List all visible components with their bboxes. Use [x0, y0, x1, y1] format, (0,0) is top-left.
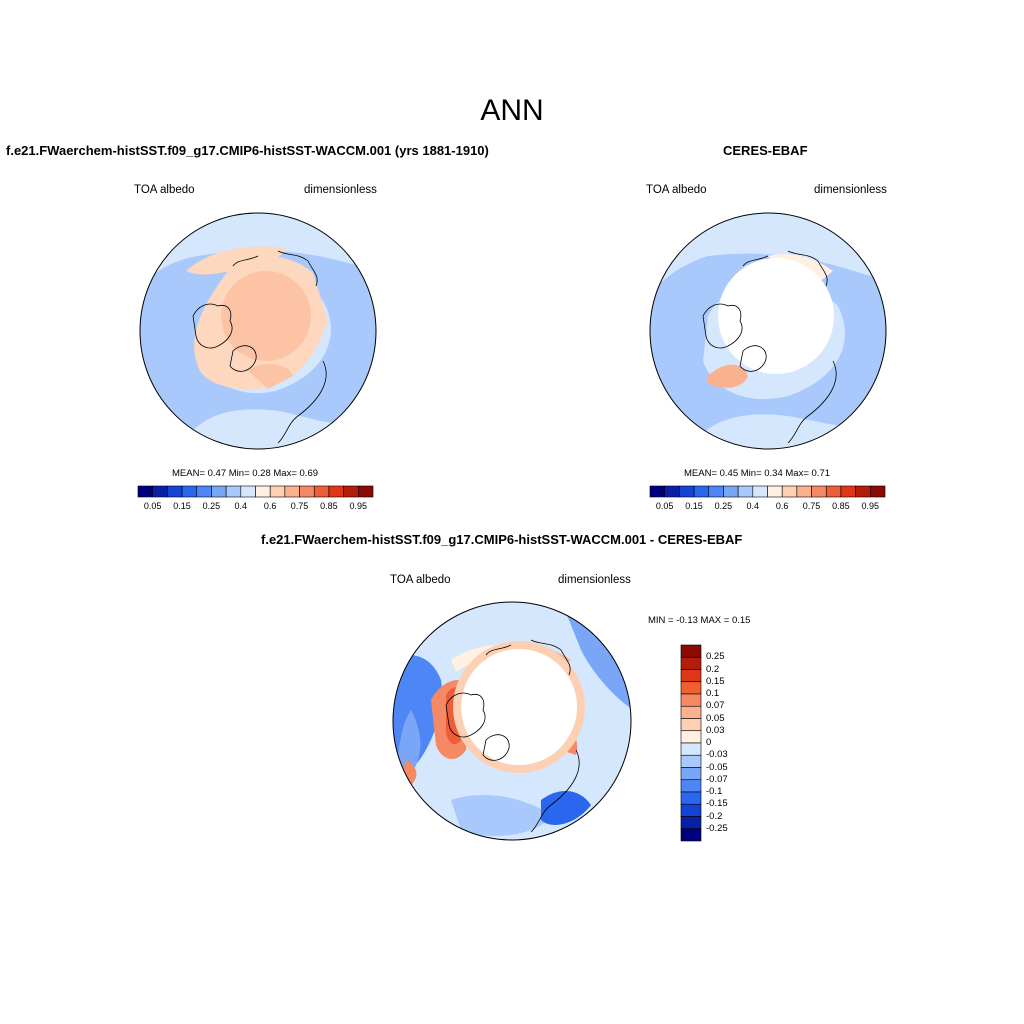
colorbar-tick-label: 0.05: [143, 501, 162, 511]
colorbar-swatch: [680, 705, 702, 719]
colorbar-tick-label: 0.85: [320, 501, 338, 511]
colorbar-swatch: [680, 828, 702, 842]
model-colorbar: [137, 485, 374, 498]
colorbar-tick-label: 0.6: [775, 501, 789, 511]
colorbar-tick-label: 0.05: [706, 712, 725, 724]
colorbar-swatch: [299, 485, 315, 498]
colorbar-swatch: [796, 485, 812, 498]
colorbar-tick-label: 0.25: [202, 501, 221, 511]
colorbar-swatch: [255, 485, 271, 498]
colorbar-swatch: [767, 485, 783, 498]
colorbar-tick-label: 0.6: [263, 501, 277, 511]
colorbar-tick-label: -0.2: [706, 810, 723, 822]
colorbar-tick-label: -0.05: [706, 761, 728, 773]
colorbar-swatch: [680, 803, 702, 817]
obs-polar-map: [649, 212, 887, 450]
colorbar-tick-label: 0.15: [685, 501, 703, 511]
colorbar-tick-label: 0.4: [746, 501, 760, 511]
colorbar-swatch: [752, 485, 768, 498]
colorbar-swatch: [680, 779, 702, 793]
colorbar-swatch: [737, 485, 754, 498]
colorbar-swatch: [167, 485, 183, 498]
colorbar-tick-label: 0.05: [655, 501, 674, 511]
colorbar-swatch: [870, 485, 886, 498]
diff-polar-map: [392, 601, 632, 841]
panel-model-variable: TOA albedo: [134, 184, 195, 196]
colorbar-swatch: [358, 485, 374, 498]
colorbar-tick-label: 0.25: [714, 501, 733, 511]
colorbar-swatch: [680, 730, 702, 744]
colorbar-swatch: [664, 485, 680, 498]
colorbar-swatch: [680, 693, 702, 707]
colorbar-swatch: [680, 718, 702, 732]
colorbar-swatch: [680, 742, 702, 756]
panel-obs-stats: MEAN= 0.45 Min= 0.34 Max= 0.71: [684, 468, 831, 479]
panel-model-title: f.e21.FWaerchem-histSST.f09_g17.CMIP6-hi…: [6, 143, 489, 158]
colorbar-swatch: [649, 485, 665, 498]
colorbar-tick-label: 0.25: [706, 651, 725, 663]
panel-diff-title: f.e21.FWaerchem-histSST.f09_g17.CMIP6-hi…: [261, 532, 743, 547]
colorbar-tick-label: 0.4: [234, 501, 248, 511]
colorbar-tick-label: -0.1: [706, 786, 723, 797]
diff-colorbar: [680, 644, 702, 842]
main-title: ANN: [480, 94, 544, 127]
colorbar-swatch: [211, 485, 227, 498]
colorbar-swatch: [269, 485, 286, 498]
colorbar-tick-label: 0.15: [173, 501, 191, 511]
colorbar-tick-label: 0.85: [832, 501, 850, 511]
colorbar-swatch: [284, 485, 300, 498]
colorbar-swatch: [680, 656, 702, 670]
colorbar-tick-label: -0.07: [706, 773, 728, 785]
panel-diff-stats: MIN = -0.13 MAX = 0.15: [648, 615, 751, 626]
model-polar-map: [139, 212, 377, 450]
colorbar-tick-label: 0.1: [706, 688, 720, 699]
panel-diff-units: dimensionless: [558, 574, 631, 586]
colorbar-swatch: [811, 485, 827, 498]
colorbar-swatch: [680, 816, 702, 830]
colorbar-swatch: [225, 485, 242, 498]
colorbar-tick-label: 0.2: [706, 663, 720, 675]
colorbar-swatch: [137, 485, 153, 498]
colorbar-swatch: [181, 485, 198, 498]
colorbar-tick-label: 0.15: [706, 675, 725, 687]
colorbar-tick-label: 0.95: [861, 501, 880, 511]
colorbar-swatch: [152, 485, 168, 498]
colorbar-tick-label: 0.03: [706, 724, 725, 736]
obs-colorbar: [649, 485, 886, 498]
colorbar-swatch: [343, 485, 359, 498]
colorbar-swatch: [855, 485, 871, 498]
panel-obs-units: dimensionless: [814, 184, 887, 196]
panel-model-stats: MEAN= 0.47 Min= 0.28 Max= 0.69: [172, 468, 319, 479]
panel-obs-variable: TOA albedo: [646, 184, 707, 196]
colorbar-tick-label: 0.75: [290, 501, 309, 511]
colorbar-tick-label: 0.07: [706, 700, 725, 712]
colorbar-tick-label: -0.25: [706, 822, 728, 834]
colorbar-swatch: [680, 644, 702, 658]
colorbar-tick-label: 0: [706, 737, 712, 748]
panel-diff-variable: TOA albedo: [390, 574, 451, 586]
colorbar-swatch: [328, 485, 344, 498]
colorbar-swatch: [680, 669, 702, 683]
colorbar-swatch: [679, 485, 695, 498]
colorbar-tick-label: 0.75: [802, 501, 821, 511]
colorbar-swatch: [723, 485, 739, 498]
colorbar-swatch: [196, 485, 212, 498]
colorbar-swatch: [693, 485, 710, 498]
panel-obs-title: CERES-EBAF: [723, 143, 808, 158]
colorbar-tick-label: -0.03: [706, 749, 728, 761]
colorbar-tick-label: -0.15: [706, 798, 728, 810]
colorbar-swatch: [680, 681, 702, 695]
colorbar-swatch: [840, 485, 856, 498]
panel-model-units: dimensionless: [304, 184, 377, 196]
colorbar-swatch: [680, 754, 702, 768]
colorbar-tick-label: 0.95: [349, 501, 368, 511]
colorbar-swatch: [781, 485, 798, 498]
colorbar-swatch: [240, 485, 256, 498]
colorbar-swatch: [825, 485, 842, 498]
colorbar-swatch: [313, 485, 330, 498]
colorbar-swatch: [680, 791, 702, 805]
colorbar-swatch: [680, 767, 702, 781]
colorbar-swatch: [708, 485, 724, 498]
